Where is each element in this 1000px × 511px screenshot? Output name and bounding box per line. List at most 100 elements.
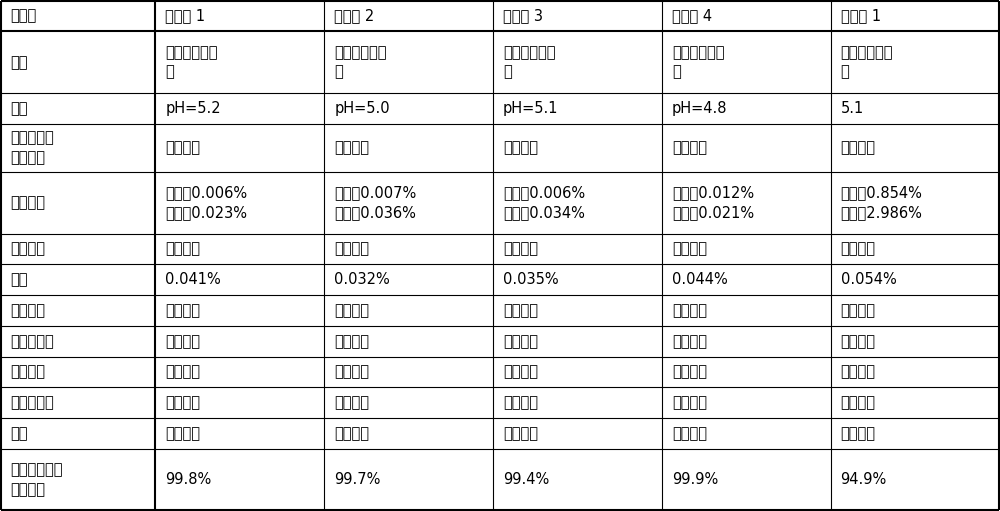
Text: 0.044%: 0.044% <box>672 272 728 287</box>
Bar <box>155 449 324 510</box>
Text: 无菌: 无菌 <box>11 426 28 441</box>
Text: 含量（以头孢
硫脒计）: 含量（以头孢 硫脒计） <box>11 462 63 497</box>
Bar <box>831 93 999 124</box>
Text: 符合规定: 符合规定 <box>672 364 707 380</box>
Text: 符合规定: 符合规定 <box>503 364 538 380</box>
Text: 94.9%: 94.9% <box>841 472 887 487</box>
Text: 单杂：0.007%
总杂：0.036%: 单杂：0.007% 总杂：0.036% <box>334 185 416 220</box>
Bar <box>493 449 662 510</box>
Bar <box>662 326 831 357</box>
Text: 符合规定: 符合规定 <box>841 141 876 155</box>
Text: 符合规定: 符合规定 <box>503 334 538 349</box>
Text: 实施例 1: 实施例 1 <box>165 9 206 24</box>
Text: 99.9%: 99.9% <box>672 472 718 487</box>
Text: 白色结晶性粉
末: 白色结晶性粉 末 <box>841 45 893 80</box>
Text: pH=5.0: pH=5.0 <box>334 101 390 116</box>
Bar <box>831 418 999 449</box>
Text: 残留溶剂: 残留溶剂 <box>11 241 46 257</box>
Bar <box>1 449 155 510</box>
Bar <box>662 295 831 326</box>
Bar <box>155 172 324 234</box>
Bar <box>662 418 831 449</box>
Bar <box>831 234 999 264</box>
Bar <box>324 1 493 32</box>
Text: pH=5.2: pH=5.2 <box>165 101 221 116</box>
Text: 有关物质: 有关物质 <box>11 195 46 211</box>
Text: 酸度: 酸度 <box>11 101 28 116</box>
Text: pH=5.1: pH=5.1 <box>503 101 558 116</box>
Text: 符合规定: 符合规定 <box>334 303 369 318</box>
Bar <box>155 357 324 387</box>
Text: 符合规定: 符合规定 <box>165 395 200 410</box>
Bar <box>831 357 999 387</box>
Text: 符合规定: 符合规定 <box>672 141 707 155</box>
Bar <box>662 93 831 124</box>
Text: 性状: 性状 <box>11 55 28 69</box>
Bar <box>493 1 662 32</box>
Bar <box>493 264 662 295</box>
Text: 实施例 4: 实施例 4 <box>672 9 712 24</box>
Text: 符合规定: 符合规定 <box>165 334 200 349</box>
Text: 白色结晶性粉
末: 白色结晶性粉 末 <box>672 45 724 80</box>
Bar <box>1 357 155 387</box>
Text: 符合规定: 符合规定 <box>503 241 538 257</box>
Text: 符合规定: 符合规定 <box>165 364 200 380</box>
Bar <box>831 124 999 172</box>
Text: 溶液的澄清
度与颜色: 溶液的澄清 度与颜色 <box>11 130 54 165</box>
Text: 符合规定: 符合规定 <box>841 241 876 257</box>
Bar <box>831 172 999 234</box>
Bar <box>324 387 493 418</box>
Bar <box>155 234 324 264</box>
Text: 符合规定: 符合规定 <box>165 241 200 257</box>
Bar <box>1 172 155 234</box>
Bar <box>662 124 831 172</box>
Text: 符合规定: 符合规定 <box>165 426 200 441</box>
Text: 符合规定: 符合规定 <box>334 395 369 410</box>
Bar <box>1 32 155 93</box>
Bar <box>493 93 662 124</box>
Text: 符合规定: 符合规定 <box>672 303 707 318</box>
Text: 符合规定: 符合规定 <box>334 334 369 349</box>
Text: 符合规定: 符合规定 <box>503 303 538 318</box>
Text: 符合规定: 符合规定 <box>165 141 200 155</box>
Bar <box>155 32 324 93</box>
Bar <box>1 1 155 32</box>
Bar <box>324 449 493 510</box>
Bar <box>155 93 324 124</box>
Bar <box>324 418 493 449</box>
Text: 符合规定: 符合规定 <box>334 241 369 257</box>
Text: 99.8%: 99.8% <box>165 472 212 487</box>
Text: 符合规定: 符合规定 <box>503 395 538 410</box>
Bar <box>324 172 493 234</box>
Bar <box>831 295 999 326</box>
Bar <box>324 295 493 326</box>
Bar <box>493 295 662 326</box>
Bar <box>324 326 493 357</box>
Text: 5.1: 5.1 <box>841 101 864 116</box>
Bar <box>324 32 493 93</box>
Bar <box>493 32 662 93</box>
Bar <box>155 418 324 449</box>
Bar <box>493 326 662 357</box>
Bar <box>831 264 999 295</box>
Bar <box>155 1 324 32</box>
Text: 99.4%: 99.4% <box>503 472 549 487</box>
Text: 实施例 2: 实施例 2 <box>334 9 374 24</box>
Bar <box>155 387 324 418</box>
Text: 符合规定: 符合规定 <box>841 303 876 318</box>
Bar <box>662 1 831 32</box>
Text: 符合规定: 符合规定 <box>672 426 707 441</box>
Bar <box>831 326 999 357</box>
Text: 符合规定: 符合规定 <box>165 303 200 318</box>
Text: 单杂：0.006%
总杂：0.023%: 单杂：0.006% 总杂：0.023% <box>165 185 248 220</box>
Bar <box>155 326 324 357</box>
Bar <box>1 124 155 172</box>
Bar <box>324 234 493 264</box>
Bar <box>493 234 662 264</box>
Bar <box>324 93 493 124</box>
Bar <box>493 172 662 234</box>
Bar <box>831 387 999 418</box>
Text: 符合规定: 符合规定 <box>503 426 538 441</box>
Text: 符合规定: 符合规定 <box>672 395 707 410</box>
Bar <box>662 234 831 264</box>
